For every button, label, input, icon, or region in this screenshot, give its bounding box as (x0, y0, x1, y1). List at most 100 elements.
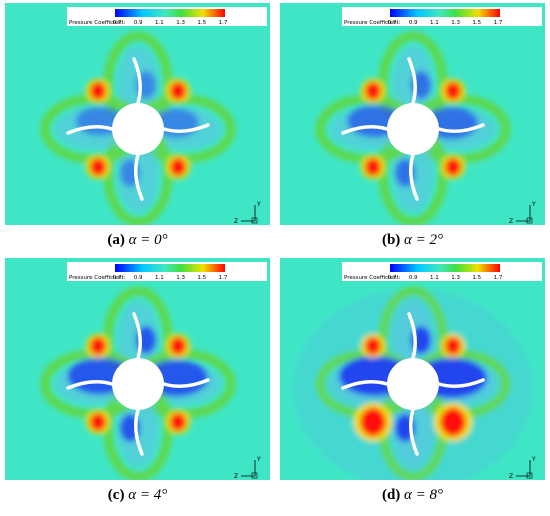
blade (341, 125, 389, 135)
panel: Pressure Coefficient: 0.7 0.9 1.1 1.3 1.5 1.7 Y… (5, 3, 270, 225)
high-pressure (445, 337, 461, 355)
axis-triad (241, 460, 256, 477)
colorbar-tick: 0.7 (113, 20, 122, 26)
contour-plot: Pressure Coefficient:0.7 0.9 1.1 1.3 1.5 1.7 Y… (280, 3, 545, 225)
blade (134, 408, 144, 456)
high-pressure (360, 407, 386, 437)
axis-label: Z (509, 473, 513, 480)
colorbar-tick: 1.3 (451, 20, 460, 26)
hub (112, 358, 164, 410)
blade (132, 57, 142, 105)
contour-plot: Pressure Coefficient:0.7 0.9 1.1 1.3 1.5 1.7 Y… (280, 258, 545, 480)
colorbar-tick: 0.7 (113, 275, 122, 281)
hub (387, 103, 439, 155)
axis-triad (241, 205, 256, 222)
axis-triad (516, 460, 531, 477)
axis-origin (251, 472, 258, 479)
colorbar-tick: 1.1 (155, 20, 164, 26)
hub (112, 103, 164, 155)
colorbar-tick: 1.7 (219, 20, 228, 26)
colorbar (115, 9, 225, 17)
colorbar-tick: 1.7 (494, 20, 503, 26)
high-pressure (365, 337, 381, 355)
blade (66, 380, 114, 390)
axis-origin (251, 217, 258, 224)
blade (409, 408, 419, 456)
high-pressure (90, 82, 106, 100)
blade (162, 378, 210, 388)
high-pressure (170, 158, 186, 176)
colorbar-tick: 1.7 (494, 275, 503, 281)
axis-triad (516, 205, 531, 222)
high-pressure (365, 158, 381, 176)
high-pressure (170, 82, 186, 100)
blade (407, 57, 417, 105)
colorbar-tick: 1.5 (472, 275, 481, 281)
caption-text: α = 8° (404, 487, 444, 503)
colorbar-tick: 1.7 (219, 275, 228, 281)
axis-label: Y (531, 456, 536, 463)
high-pressure (445, 158, 461, 176)
contour-plot: Pressure Coefficient:0.7 0.9 1.1 1.3 1.5 1.7 Y… (5, 3, 270, 225)
colorbar-tick: 0.7 (388, 20, 397, 26)
caption: (d) α = 8° (280, 483, 545, 507)
axis-label: Z (234, 218, 238, 225)
colorbar-title: Pressure Coefficient: (69, 20, 126, 26)
blade (407, 312, 417, 360)
caption-text: α = 0° (128, 232, 168, 248)
colorbar-tick: 1.1 (430, 275, 439, 281)
caption-label: (c) (107, 487, 125, 503)
high-pressure (90, 337, 106, 355)
colorbar-tick: 1.5 (472, 20, 481, 26)
colorbar-tick: 1.3 (451, 275, 460, 281)
colorbar-tick: 1.1 (430, 20, 439, 26)
high-pressure (90, 413, 106, 431)
colorbar-tick: 1.3 (176, 275, 185, 281)
caption: (a) α = 0° (5, 228, 270, 252)
caption: (c) α = 4° (5, 483, 270, 507)
axis-label: Y (531, 201, 536, 208)
colorbar (115, 264, 225, 272)
colorbar-title: Pressure Coefficient: (344, 275, 401, 281)
colorbar-tick: 1.5 (197, 275, 206, 281)
high-pressure (170, 337, 186, 355)
blade (66, 125, 114, 135)
caption-text: α = 4° (128, 487, 168, 503)
colorbar-tick: 1.1 (155, 275, 164, 281)
panel: Pressure Coefficient: 0.7 0.9 1.1 1.3 1.5 1.7 Y… (5, 258, 270, 480)
blade (341, 380, 389, 390)
colorbar-tick: 1.3 (176, 20, 185, 26)
blade (437, 378, 485, 388)
high-pressure (90, 158, 106, 176)
axis-label: Y (256, 201, 261, 208)
blade (134, 153, 144, 201)
blade (409, 153, 419, 201)
colorbar-tick: 0.9 (409, 20, 418, 26)
axis-origin (526, 217, 533, 224)
hub (387, 358, 439, 410)
colorbar-title: Pressure Coefficient: (344, 20, 401, 26)
axis-label: Y (256, 456, 261, 463)
contour-plot: Pressure Coefficient:0.7 0.9 1.1 1.3 1.5 1.7 Y… (5, 258, 270, 480)
colorbar (390, 9, 500, 17)
colorbar-tick: 0.9 (134, 275, 143, 281)
colorbar-tick: 0.9 (134, 20, 143, 26)
high-pressure (445, 82, 461, 100)
caption-label: (a) (107, 232, 125, 248)
high-pressure (170, 413, 186, 431)
panel: Pressure Coefficient: 0.7 0.9 1.1 1.3 1.5 1.7 Y… (280, 3, 545, 225)
panel: Pressure Coefficient: 0.7 0.9 1.1 1.3 1.5 1.7 Y… (280, 258, 545, 480)
colorbar (390, 264, 500, 272)
caption-text: α = 2° (404, 232, 444, 248)
colorbar-tick: 0.9 (409, 275, 418, 281)
high-pressure (440, 407, 466, 437)
blade (132, 312, 142, 360)
caption-label: (b) (381, 232, 401, 248)
colorbar-tick: 0.7 (388, 275, 397, 281)
blade (437, 123, 485, 133)
colorbar-tick: 1.5 (197, 20, 206, 26)
axis-origin (526, 472, 533, 479)
colorbar-title: Pressure Coefficient: (69, 275, 126, 281)
blade (162, 123, 210, 133)
